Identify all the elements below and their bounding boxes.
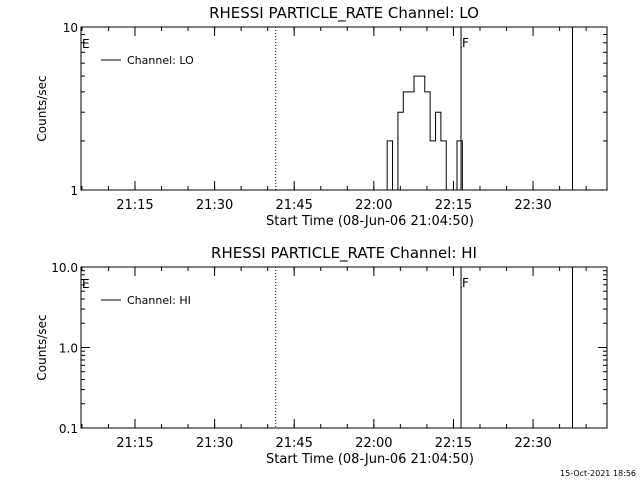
x-tick-label: 22:30 — [514, 436, 551, 451]
y-tick-label: 1 — [70, 184, 78, 198]
y-tick-label: 10 — [63, 21, 78, 35]
plot-frame — [80, 266, 608, 429]
y-tick-label: 0.1 — [59, 422, 78, 436]
legend-label: Channel: LO — [127, 54, 194, 67]
y-tick-label: 1.0 — [59, 342, 78, 356]
corner-label: E — [82, 37, 90, 51]
x-axis-label: Start Time (08-Jun-06 21:04:50) — [266, 214, 474, 229]
x-tick-label: 21:30 — [196, 198, 233, 213]
series-line-lo — [381, 75, 468, 191]
x-tick-label: 21:45 — [275, 198, 312, 213]
x-tick-label: 22:30 — [514, 198, 551, 213]
x-tick-label: 21:15 — [116, 198, 153, 213]
x-tick-label: 22:15 — [435, 436, 472, 451]
lo-channel-plot: RHESSI PARTICLE_RATE Channel: LO Counts/s… — [35, 4, 608, 229]
x-tick-label: 21:45 — [275, 436, 312, 451]
chart-title: RHESSI PARTICLE_RATE Channel: LO — [209, 4, 479, 23]
x-axis-label: Start Time (08-Jun-06 21:04:50) — [266, 452, 474, 467]
footer-date: 15-Oct-2021 18:56 — [560, 469, 636, 478]
event-line-label: F — [462, 276, 469, 290]
chart-title: RHESSI PARTICLE_RATE Channel: HI — [211, 244, 477, 263]
y-tick-label: 10.0 — [51, 261, 78, 275]
x-tick-label: 22:15 — [435, 198, 472, 213]
x-tick-label: 22:00 — [355, 436, 392, 451]
corner-label: E — [82, 277, 90, 291]
hi-channel-plot: RHESSI PARTICLE_RATE Channel: HI Counts/s… — [35, 244, 608, 467]
plot-frame — [80, 26, 608, 191]
x-tick-label: 21:15 — [116, 436, 153, 451]
x-tick-label: 21:30 — [196, 436, 233, 451]
y-axis-label: Counts/sec — [35, 314, 49, 380]
legend-label: Channel: HI — [127, 294, 191, 307]
x-tick-label: 22:00 — [355, 198, 392, 213]
y-axis-label: Counts/sec — [35, 75, 49, 141]
event-line-label: F — [462, 36, 469, 50]
